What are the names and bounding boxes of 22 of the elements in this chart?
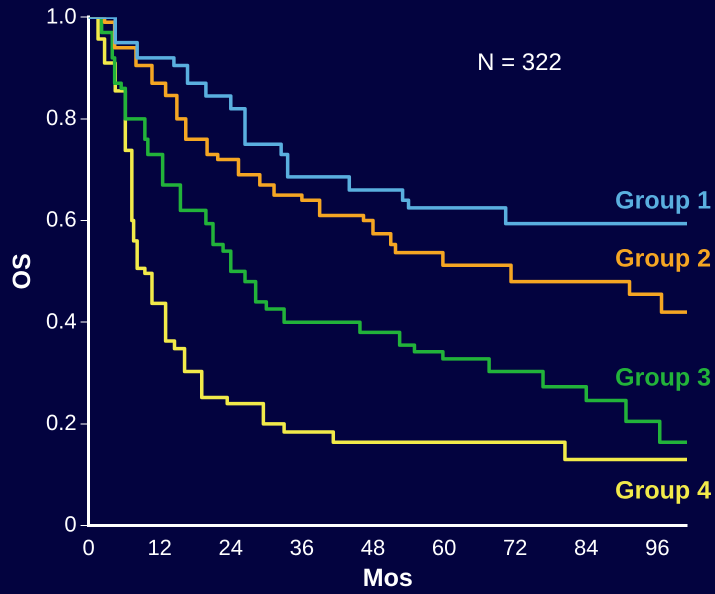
y-tick-label: 0.2: [46, 410, 77, 435]
y-axis-title: OS: [8, 253, 36, 290]
series-label: Group 2: [615, 244, 711, 272]
y-tick-label: 0.6: [46, 206, 77, 232]
annotation: N = 322: [477, 48, 562, 76]
x-tick-label: 0: [82, 534, 95, 560]
x-tick-label: 84: [574, 534, 599, 560]
series-label: Group 1: [615, 186, 712, 214]
x-tick-label: 96: [645, 534, 670, 560]
x-tick-label: 72: [502, 534, 528, 560]
x-tick-label: 60: [432, 534, 456, 560]
y-tick-label: 0.4: [46, 308, 77, 334]
y-tick-label: 0.8: [46, 104, 77, 130]
x-tick-label: 36: [290, 534, 314, 560]
x-tick-label: 12: [147, 534, 172, 560]
y-tick-label: 1.0: [46, 3, 77, 28]
x-axis-title: Mos: [362, 564, 413, 592]
x-tick-label: 48: [360, 534, 386, 560]
series-label: Group 4: [615, 476, 712, 504]
series-label: Group 3: [615, 363, 711, 392]
x-tick-label: 24: [218, 534, 244, 560]
y-tick-label: 0: [64, 512, 77, 537]
